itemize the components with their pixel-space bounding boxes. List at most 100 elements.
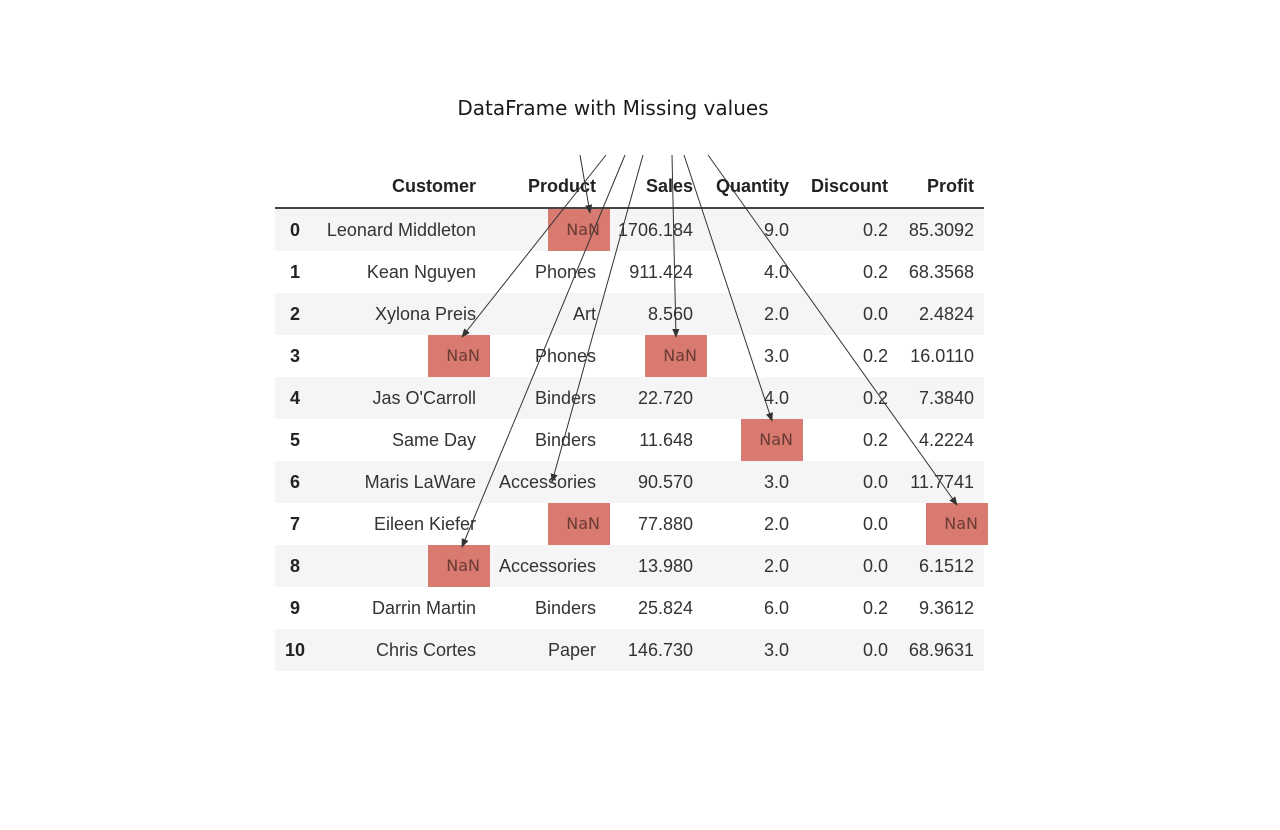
table-cell: 2.0 [703, 503, 799, 545]
table-row: 5 Same Day Binders 11.648 NaN 0.2 4.2224 [275, 419, 984, 461]
row-index: 10 [275, 629, 315, 671]
row-index: 1 [275, 251, 315, 293]
table-cell: 0.2 [799, 419, 898, 461]
table-cell: 25.824 [606, 587, 703, 629]
table-cell: Binders [486, 377, 606, 419]
dataframe-table: Customer Product Sales Quantity Discount Prof… [275, 166, 988, 671]
column-header-quantity: Quantity [703, 166, 799, 209]
table-cell: 4.2224 [898, 419, 984, 461]
header-row: Customer Product Sales Quantity Discount Prof… [275, 166, 984, 209]
nan-highlight: NaN [428, 335, 490, 377]
table-cell: 146.730 [606, 629, 703, 671]
nan-highlight: NaN [548, 503, 610, 545]
table-cell: 0.0 [799, 503, 898, 545]
table-cell: 1706.184 [606, 208, 703, 251]
table-row: 10 Chris Cortes Paper 146.730 3.0 0.0 68.9631 [275, 629, 984, 671]
row-index: 6 [275, 461, 315, 503]
table-cell: 11.7741 [898, 461, 984, 503]
nan-highlight: NaN [428, 545, 490, 587]
table-cell: 16.0110 [898, 335, 984, 377]
table-cell: 0.0 [799, 545, 898, 587]
table-cell: 0.2 [799, 208, 898, 251]
table-cell: Paper [486, 629, 606, 671]
table-cell: Phones [486, 335, 606, 377]
table-cell: 0.0 [799, 629, 898, 671]
table-row: 1 Kean Nguyen Phones 911.424 4.0 0.2 68.3568 [275, 251, 984, 293]
row-index: 7 [275, 503, 315, 545]
table-cell: 0.2 [799, 377, 898, 419]
column-header-customer: Customer [315, 166, 486, 209]
row-index: 9 [275, 587, 315, 629]
table-cell: 0.2 [799, 251, 898, 293]
table-cell: 7.3840 [898, 377, 984, 419]
table-row: 0 Leonard Middleton NaN 1706.184 9.0 0.2 85.30… [275, 208, 984, 251]
nan-highlight: NaN [926, 503, 988, 545]
diagram-title: DataFrame with Missing values [457, 96, 769, 120]
table-cell: Darrin Martin [315, 587, 486, 629]
missing-value-cell: NaN [315, 335, 490, 377]
table-cell: 0.2 [799, 587, 898, 629]
table-cell: Accessories [486, 545, 606, 587]
row-index: 4 [275, 377, 315, 419]
table-row: 8 NaN Accessories 13.980 2.0 0.0 6.1512 [275, 545, 984, 587]
column-header-discount: Discount [799, 166, 898, 209]
nan-highlight: NaN [645, 335, 707, 377]
table-row: 4 Jas O'Carroll Binders 22.720 4.0 0.2 7.3840 [275, 377, 984, 419]
missing-value-cell: NaN [703, 419, 803, 461]
table-cell: 77.880 [606, 503, 703, 545]
table-cell: 0.0 [799, 461, 898, 503]
table-cell: Maris LaWare [315, 461, 486, 503]
row-index: 0 [275, 208, 315, 251]
missing-value-cell: NaN [315, 545, 490, 587]
table-cell: 2.0 [703, 545, 799, 587]
table-cell: Accessories [486, 461, 606, 503]
table-cell: 6.0 [703, 587, 799, 629]
table-cell: Xylona Preis [315, 293, 486, 335]
table-cell: Binders [486, 587, 606, 629]
missing-value-cell: NaN [606, 335, 707, 377]
table-cell: 8.560 [606, 293, 703, 335]
table-cell: 2.0 [703, 293, 799, 335]
table-cell: 22.720 [606, 377, 703, 419]
row-index: 3 [275, 335, 315, 377]
column-header-product: Product [486, 166, 606, 209]
table-cell: 4.0 [703, 377, 799, 419]
table-body: 0 Leonard Middleton NaN 1706.184 9.0 0.2 85.30… [275, 208, 988, 671]
table-cell: Binders [486, 419, 606, 461]
table-cell: 6.1512 [898, 545, 984, 587]
nan-highlight: NaN [741, 419, 803, 461]
table-cell: Same Day [315, 419, 486, 461]
table-cell: Art [486, 293, 606, 335]
table-cell: Jas O'Carroll [315, 377, 486, 419]
table-cell: 9.0 [703, 208, 799, 251]
table-cell: 13.980 [606, 545, 703, 587]
table-cell: 2.4824 [898, 293, 984, 335]
table-cell: Phones [486, 251, 606, 293]
table-cell: 85.3092 [898, 208, 984, 251]
table-cell: 9.3612 [898, 587, 984, 629]
table-cell: 3.0 [703, 335, 799, 377]
table-cell: Kean Nguyen [315, 251, 486, 293]
table-row: 6 Maris LaWare Accessories 90.570 3.0 0.0 11.7… [275, 461, 984, 503]
table-header: Customer Product Sales Quantity Discount Prof… [275, 166, 984, 209]
table-cell: 68.9631 [898, 629, 984, 671]
table-row: 3 NaN Phones NaN 3.0 0.2 16.0110 [275, 335, 984, 377]
index-header [275, 166, 315, 209]
row-index: 5 [275, 419, 315, 461]
table-cell: 0.2 [799, 335, 898, 377]
column-header-profit: Profit [898, 166, 984, 209]
table-cell: 11.648 [606, 419, 703, 461]
table-row: 7 Eileen Kiefer NaN 77.880 2.0 0.0 NaN [275, 503, 988, 545]
column-header-sales: Sales [606, 166, 703, 209]
missing-value-cell: NaN [898, 503, 988, 545]
table-cell: Chris Cortes [315, 629, 486, 671]
nan-highlight: NaN [548, 209, 610, 251]
missing-value-cell: NaN [486, 503, 610, 545]
table-cell: 4.0 [703, 251, 799, 293]
table-cell: Leonard Middleton [315, 208, 486, 251]
table-row: 2 Xylona Preis Art 8.560 2.0 0.0 2.4824 [275, 293, 984, 335]
table-cell: 911.424 [606, 251, 703, 293]
missing-value-cell: NaN [486, 208, 610, 251]
table-cell: 0.0 [799, 293, 898, 335]
row-index: 8 [275, 545, 315, 587]
